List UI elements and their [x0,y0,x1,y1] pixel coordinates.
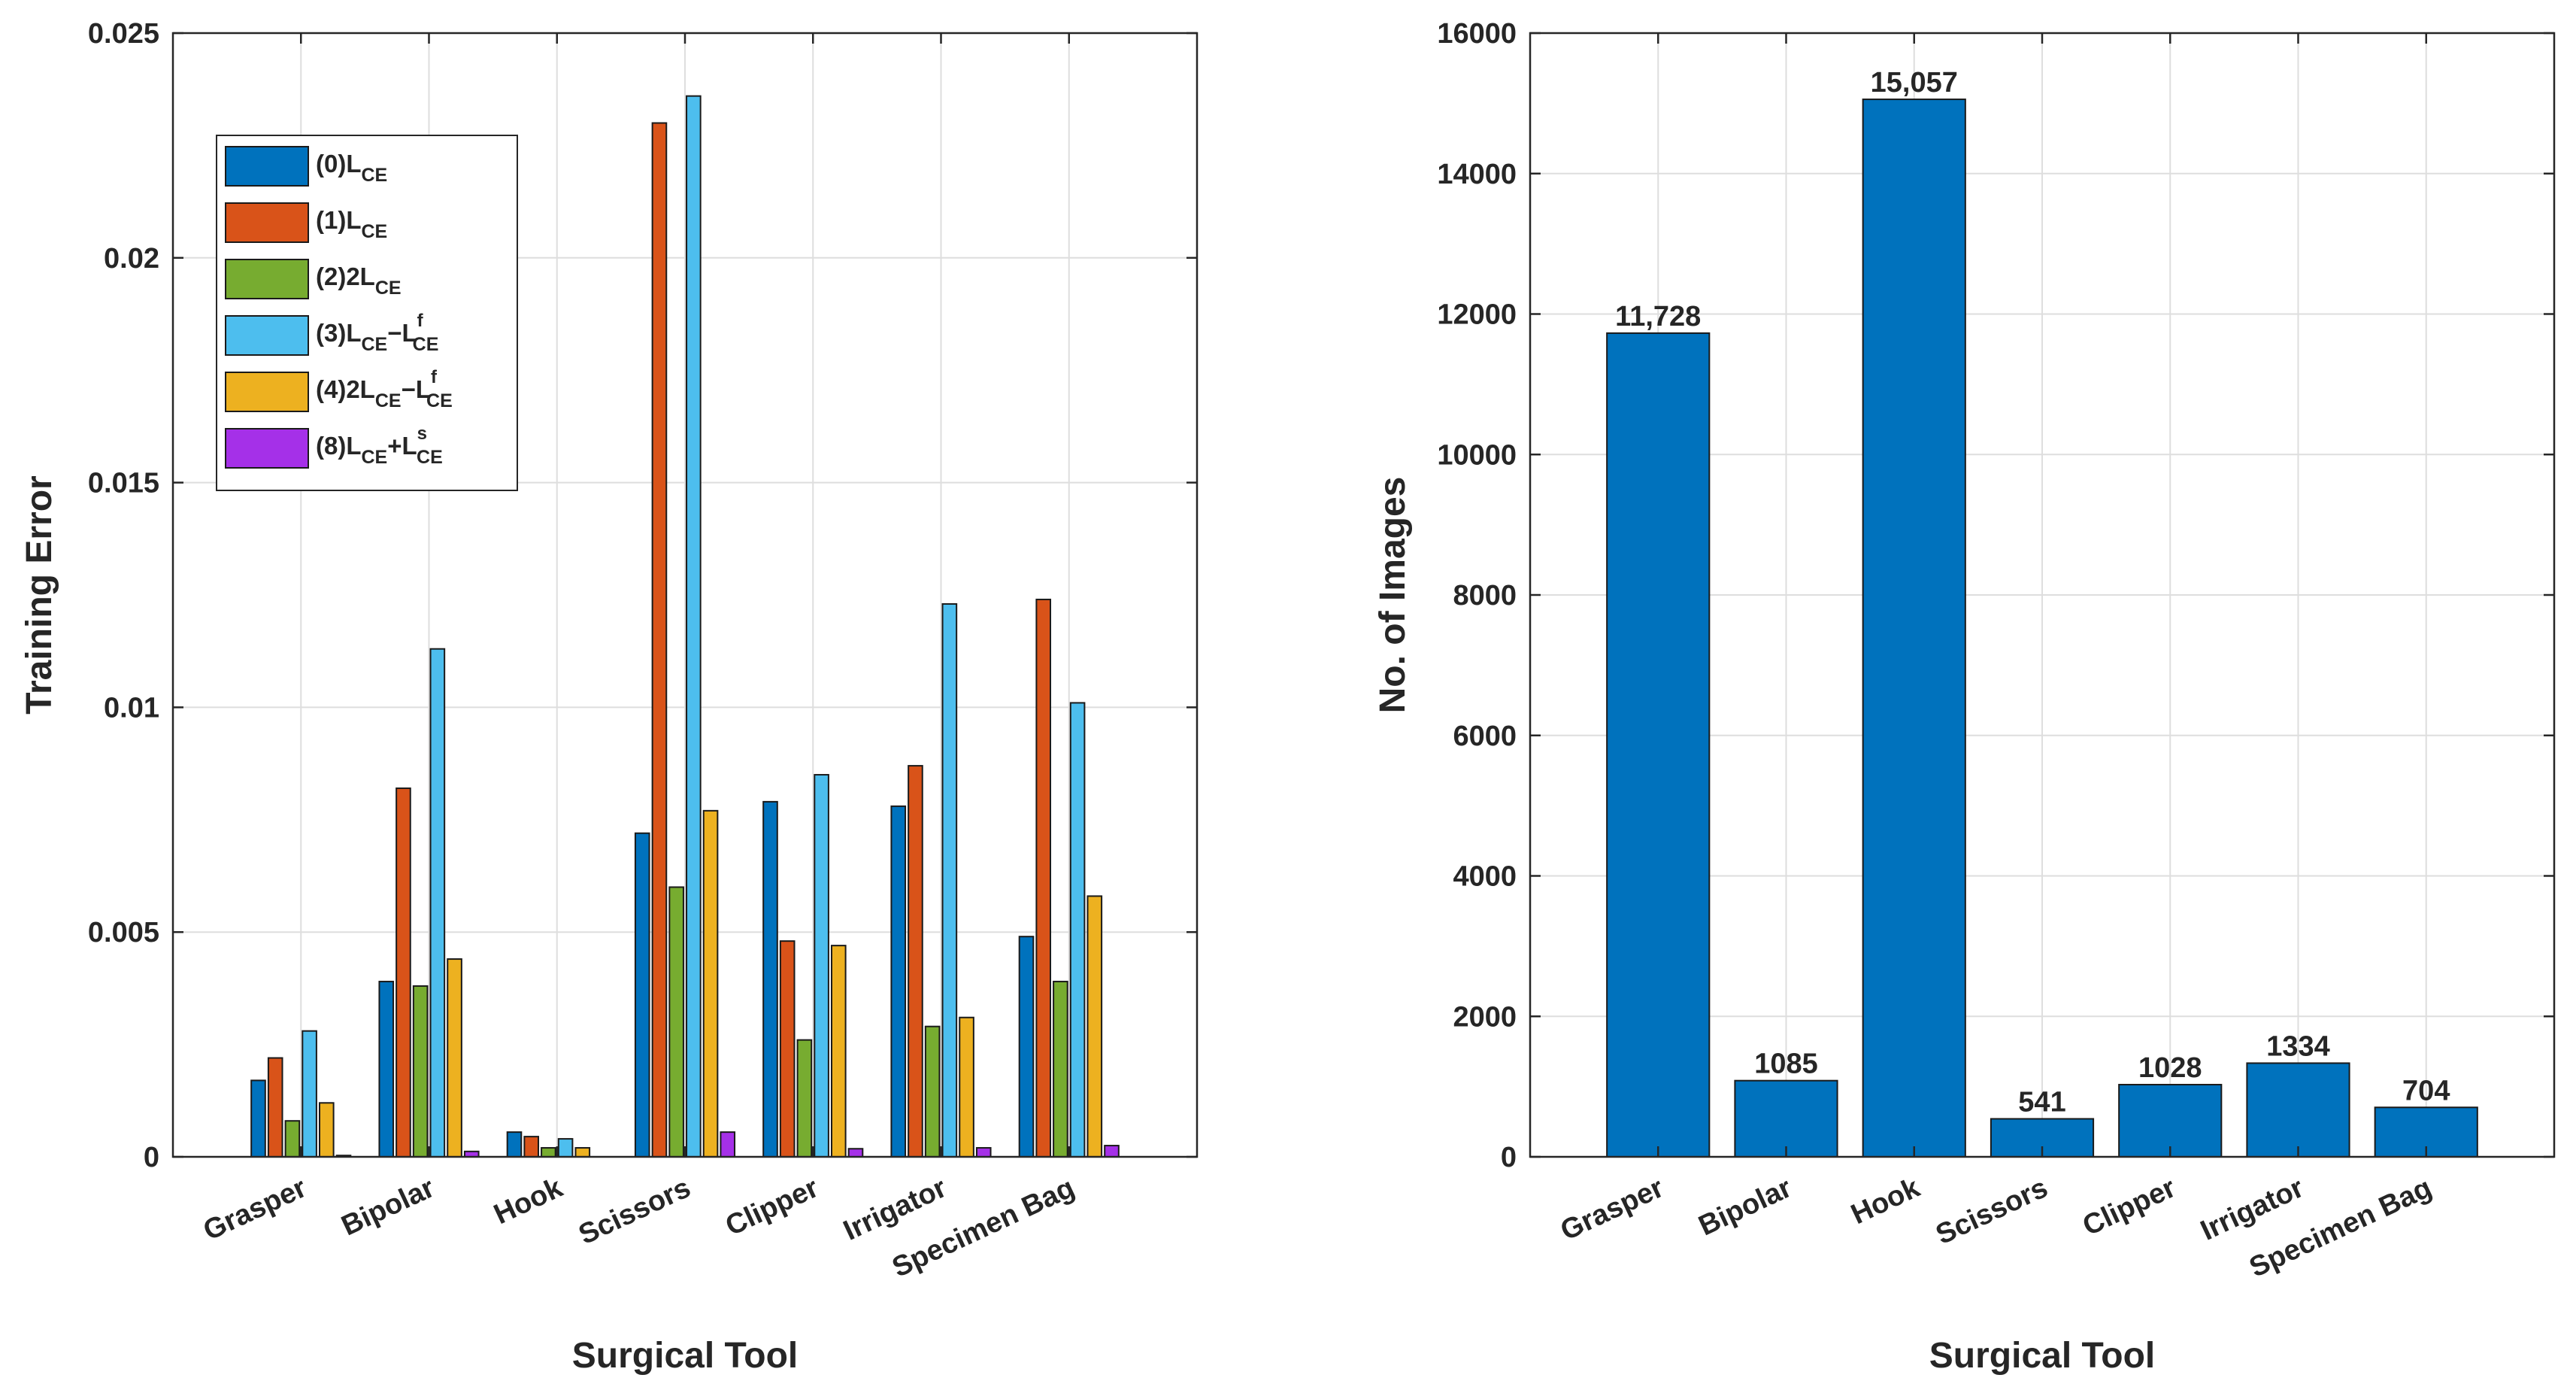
count-label-clipper: 1028 [2138,1052,2202,1084]
bar-grasper-series-1 [267,1057,283,1158]
right-ytick-label: 14000 [1437,159,1517,190]
count-label-specimen-bag: 704 [2402,1075,2450,1106]
count-bar-irrigator [2246,1062,2350,1158]
bar-irrigator-series-4 [959,1016,974,1158]
legend: (0)LCE (1)LCE (2)2LCE (3)LCE−Lf CE (4)2LCE−Lf… [216,135,518,491]
right-ytick-label: 16000 [1437,18,1517,50]
right-ytick-label: 10000 [1437,439,1517,471]
count-label-bipolar: 1085 [1754,1049,1818,1080]
bar-scissors-series-5 [720,1131,736,1158]
legend-label-2: (2)2LCE [316,263,402,299]
bar-bipolar-series-2 [412,985,429,1158]
right-ytick-label: 4000 [1453,861,1517,893]
legend-label-5: (8)LCE+Ls CE [316,423,443,468]
bar-specimen-bag-series-5 [1104,1145,1120,1158]
legend-label-1: (1)LCE [316,206,387,242]
bar-hook-series-4 [574,1147,591,1158]
bar-specimen-bag-series-4 [1086,895,1103,1158]
left-ytick-label: 0.01 [104,692,159,724]
count-label-irrigator: 1334 [2266,1030,2330,1062]
bar-grasper-series-4 [318,1102,335,1158]
bar-hook-series-2 [541,1147,556,1158]
legend-swatch-5 [225,428,309,469]
bar-specimen-bag-series-3 [1069,702,1086,1158]
bar-irrigator-series-5 [975,1147,992,1158]
right-ytick-label: 12000 [1437,299,1517,331]
bar-clipper-series-5 [847,1148,864,1158]
bar-bipolar-series-1 [395,787,411,1158]
bar-bipolar-series-0 [378,980,395,1158]
right-x-axis-title: Surgical Tool [1929,1336,2155,1376]
bar-scissors-series-2 [668,886,684,1158]
legend-label-0: (0)LCE [316,150,387,186]
right-y-axis-title: No. of Images [1373,477,1413,714]
bar-grasper-series-2 [284,1120,301,1158]
bar-specimen-bag-series-0 [1018,936,1035,1158]
count-label-scissors: 541 [2018,1086,2065,1118]
bar-irrigator-series-0 [890,805,907,1158]
left-ytick-label: 0.015 [88,468,159,499]
bar-hook-series-1 [523,1136,540,1158]
right-ytick-label: 0 [1501,1142,1517,1173]
bar-grasper-series-0 [250,1079,266,1158]
bar-bipolar-series-4 [447,958,462,1158]
bar-hook-series-0 [506,1131,523,1158]
legend-swatch-0 [225,146,309,187]
bar-irrigator-series-1 [908,765,923,1158]
bar-hook-series-3 [557,1138,574,1158]
bar-clipper-series-3 [814,774,829,1158]
bar-clipper-series-1 [779,940,796,1158]
bar-irrigator-series-3 [941,602,958,1158]
legend-label-3: (3)LCE−Lf CE [316,311,438,355]
count-bar-grasper [1606,332,1711,1158]
legend-swatch-2 [225,259,309,299]
legend-box [216,135,518,491]
bar-specimen-bag-series-1 [1035,598,1052,1158]
bar-clipper-series-0 [762,800,778,1158]
left-y-axis-title: Training Error [20,475,59,714]
left-ytick-label: 0.02 [104,243,159,275]
right-ytick-label: 6000 [1453,721,1517,752]
count-label-grasper: 11,728 [1615,301,1701,332]
bar-scissors-series-3 [686,95,702,1158]
count-bar-clipper [2118,1084,2223,1158]
bar-grasper-series-3 [302,1030,317,1158]
left-ytick-label: 0.025 [88,18,159,50]
count-label-hook: 15,057 [1871,67,1958,99]
left-x-axis-title: Surgical Tool [572,1336,798,1376]
legend-swatch-4 [225,372,309,412]
count-bar-hook [1862,99,1966,1158]
legend-swatch-3 [225,315,309,356]
bar-clipper-series-4 [830,945,847,1158]
bar-irrigator-series-2 [924,1025,941,1158]
bar-scissors-series-1 [651,122,668,1158]
right-ytick-label: 2000 [1453,1001,1517,1033]
bar-specimen-bag-series-2 [1053,980,1068,1158]
left-ytick-label: 0.005 [88,917,159,948]
count-bar-bipolar [1734,1079,1838,1158]
legend-label-4: (4)2LCE−Lf CE [316,367,453,411]
bar-bipolar-series-3 [429,648,446,1158]
left-ytick-label: 0 [144,1142,159,1173]
legend-swatch-1 [225,202,309,243]
bar-clipper-series-2 [796,1039,813,1158]
bar-scissors-series-0 [634,832,650,1158]
right-ytick-label: 8000 [1453,580,1517,612]
bar-scissors-series-4 [702,809,719,1158]
